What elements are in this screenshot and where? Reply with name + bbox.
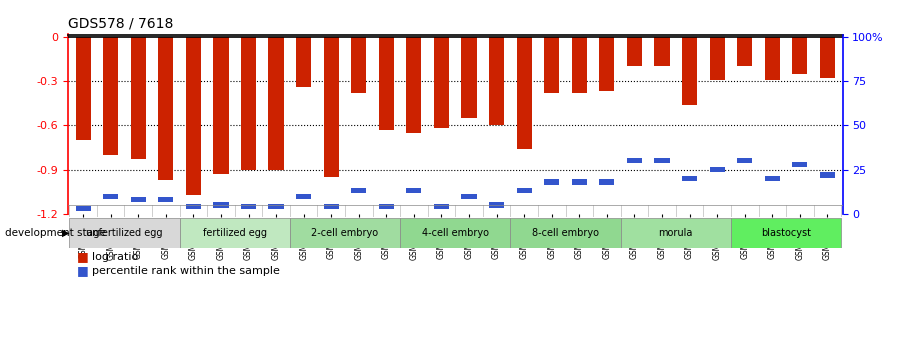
Bar [820,172,835,178]
Text: morula: morula [659,228,693,238]
Bar [434,204,449,209]
Bar [179,218,290,248]
Bar [516,37,532,149]
Bar [737,37,752,66]
Text: ■: ■ [77,264,89,277]
Bar [682,176,697,181]
Bar [709,167,725,172]
Bar [400,218,510,248]
Bar [75,206,91,211]
Bar [765,176,780,181]
Bar [130,37,146,159]
Bar [489,37,505,125]
Bar [654,37,670,66]
Bar [682,37,697,105]
Bar [654,158,670,163]
Bar [545,37,559,93]
Bar [516,188,532,194]
Bar [214,203,228,208]
Text: ■: ■ [77,250,89,264]
Bar [186,37,201,195]
Bar [352,37,366,93]
Bar [323,204,339,209]
Bar [290,218,400,248]
Bar [241,37,256,170]
Text: percentile rank within the sample: percentile rank within the sample [92,266,279,276]
Bar [241,204,256,209]
Bar [103,194,119,199]
Text: blastocyst: blastocyst [761,228,811,238]
Bar [159,197,173,202]
Bar [545,179,559,185]
Bar [186,204,201,209]
Bar [406,188,421,194]
Bar [103,37,119,155]
Bar [296,37,312,87]
Bar [461,194,477,199]
Bar [268,204,284,209]
Text: development stage: development stage [5,228,105,238]
Bar [130,197,146,202]
Bar [572,37,587,93]
Bar [731,218,841,248]
Bar [627,158,642,163]
Bar [406,37,421,133]
Bar [379,37,394,130]
Bar [352,188,366,194]
Text: ▶: ▶ [62,228,69,238]
Bar [621,218,731,248]
Bar [323,37,339,177]
Bar [737,158,752,163]
Bar [434,37,449,128]
Bar [461,37,477,118]
Text: unfertilized egg: unfertilized egg [86,228,163,238]
Bar [379,204,394,209]
Text: 4-cell embryo: 4-cell embryo [422,228,488,238]
Bar [709,37,725,80]
Bar [75,37,91,140]
Bar [792,162,807,167]
Bar [70,218,179,248]
Bar [268,37,284,170]
Text: 2-cell embryo: 2-cell embryo [312,228,379,238]
Bar [599,37,614,91]
Text: GDS578 / 7618: GDS578 / 7618 [68,17,173,31]
Bar [510,218,621,248]
Bar [820,37,835,78]
Text: fertilized egg: fertilized egg [203,228,266,238]
Text: 8-cell embryo: 8-cell embryo [532,228,599,238]
Text: log ratio: log ratio [92,252,138,262]
Bar [599,179,614,185]
Bar [296,194,312,199]
Bar [159,37,173,180]
Bar [765,37,780,80]
Bar [792,37,807,73]
Bar [214,37,228,174]
Bar [489,203,505,208]
Bar [572,179,587,185]
Bar [627,37,642,66]
